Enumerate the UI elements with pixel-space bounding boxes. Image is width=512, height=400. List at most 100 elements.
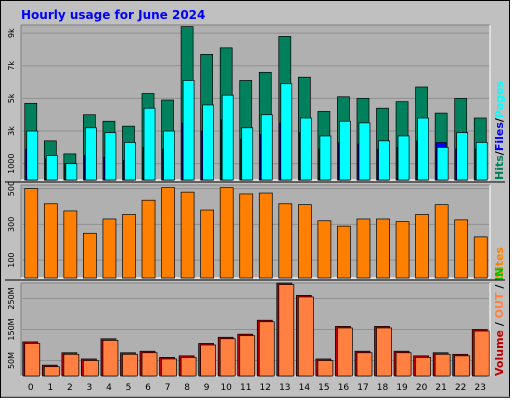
side-legend-part: Hits — [493, 155, 506, 180]
bar-pages — [260, 114, 273, 181]
y-tick-label: 150M — [7, 318, 16, 340]
side-legend-part: Files — [493, 122, 506, 152]
x-tick-label: 9 — [204, 383, 210, 393]
side-legend-part: / — [493, 117, 506, 122]
x-tick-label: 3 — [87, 383, 93, 393]
bar-pages — [104, 132, 117, 181]
x-tick-label: 23 — [475, 383, 486, 393]
bar-sites — [122, 214, 136, 279]
panel-sites — [21, 185, 490, 278]
bar-sites — [83, 232, 97, 279]
x-tick-label: 17 — [357, 383, 368, 393]
bar-sites — [395, 221, 410, 279]
bar-sites — [376, 218, 390, 279]
bar-sites — [278, 203, 293, 279]
side-legend-hits_files_pages: Hits/Files/Pages — [493, 81, 506, 180]
x-tick-label: 13 — [279, 383, 290, 393]
side-legend-part: Sites — [493, 247, 506, 278]
bar-out — [337, 327, 353, 377]
bar-pages — [456, 132, 469, 181]
x-tick-label: 21 — [435, 383, 446, 393]
bar-pages — [163, 130, 175, 181]
x-tick-label: 20 — [416, 383, 428, 393]
bar-pages — [475, 142, 488, 181]
bar-sites — [200, 209, 214, 279]
bar-out — [454, 355, 471, 377]
bar-pages — [241, 127, 254, 181]
bar-pages — [124, 142, 136, 181]
x-tick-label: 14 — [299, 383, 311, 393]
x-tick-label: 6 — [145, 383, 151, 393]
bar-sites — [102, 218, 117, 279]
bar-out — [415, 357, 431, 377]
bar-sites — [454, 219, 469, 279]
bar-out — [376, 327, 392, 377]
bar-pages — [45, 155, 58, 181]
x-tick-label: 0 — [28, 383, 34, 393]
bar-out — [102, 340, 119, 377]
bar-out — [395, 352, 412, 377]
bar-pages — [378, 140, 390, 181]
bar-out — [278, 284, 295, 377]
bar-out — [122, 353, 138, 377]
bar-out — [434, 353, 451, 377]
bar-sites — [141, 199, 156, 279]
bar-pages — [26, 130, 39, 181]
y-tick-label: 5k — [7, 93, 16, 103]
x-tick-label: 18 — [377, 383, 389, 393]
bar-sites — [337, 225, 351, 279]
bar-sites — [43, 203, 58, 279]
bar-pages — [358, 122, 371, 181]
bar-out — [83, 360, 99, 377]
x-tick-label: 7 — [165, 383, 171, 393]
bar-out — [317, 360, 334, 377]
bar-out — [356, 352, 373, 377]
bar-pages — [85, 127, 97, 181]
bar-out — [239, 335, 256, 377]
side-legend-part: / — [493, 281, 506, 293]
bar-out — [43, 366, 60, 377]
bar-out — [200, 344, 216, 377]
bar-pages — [143, 107, 156, 181]
bar-sites — [24, 188, 39, 279]
x-tick-label: 11 — [240, 383, 251, 393]
bar-pages — [339, 120, 351, 181]
bar-out — [258, 321, 275, 377]
x-tick-label: 19 — [396, 383, 408, 393]
bar-sites — [434, 204, 449, 279]
bar-pages — [436, 147, 449, 181]
y-tick-label: 9k — [7, 28, 16, 38]
bar-sites — [63, 210, 78, 279]
bar-pages — [300, 117, 312, 181]
side-legend-part: IN — [493, 268, 506, 281]
bar-pages — [182, 80, 195, 181]
y-tick-label: 7k — [7, 61, 16, 71]
side-legend-part: OUT — [493, 292, 506, 318]
y-tick-label: 3k — [7, 126, 16, 136]
bar-sites — [239, 193, 254, 279]
side-legend-part: Volume — [493, 330, 506, 376]
x-tick-label: 5 — [126, 383, 132, 393]
bar-pages — [319, 135, 332, 181]
x-tick-label: 1 — [47, 383, 53, 393]
panel-hits_files_pages — [21, 25, 490, 180]
bar-out — [219, 338, 236, 377]
bar-sites — [298, 204, 312, 279]
y-tick-label: 100 — [7, 252, 16, 267]
bar-sites — [258, 192, 273, 279]
bar-sites — [161, 187, 175, 279]
y-tick-label: 50M — [7, 352, 16, 369]
bar-sites — [317, 220, 332, 279]
side-legend-part: Pages — [493, 81, 506, 119]
bar-out — [141, 352, 158, 377]
bar-out — [473, 330, 490, 377]
side-legend-sites: Sites — [493, 247, 506, 278]
y-tick-label: 1000 — [7, 154, 16, 174]
y-tick-label: 250M — [7, 287, 16, 309]
bar-out — [180, 357, 197, 377]
side-legend-part: / — [493, 150, 506, 155]
x-tick-label: 12 — [260, 383, 271, 393]
chart-title: Hourly usage for June 2024 — [21, 8, 205, 22]
x-tick-label: 8 — [184, 383, 190, 393]
